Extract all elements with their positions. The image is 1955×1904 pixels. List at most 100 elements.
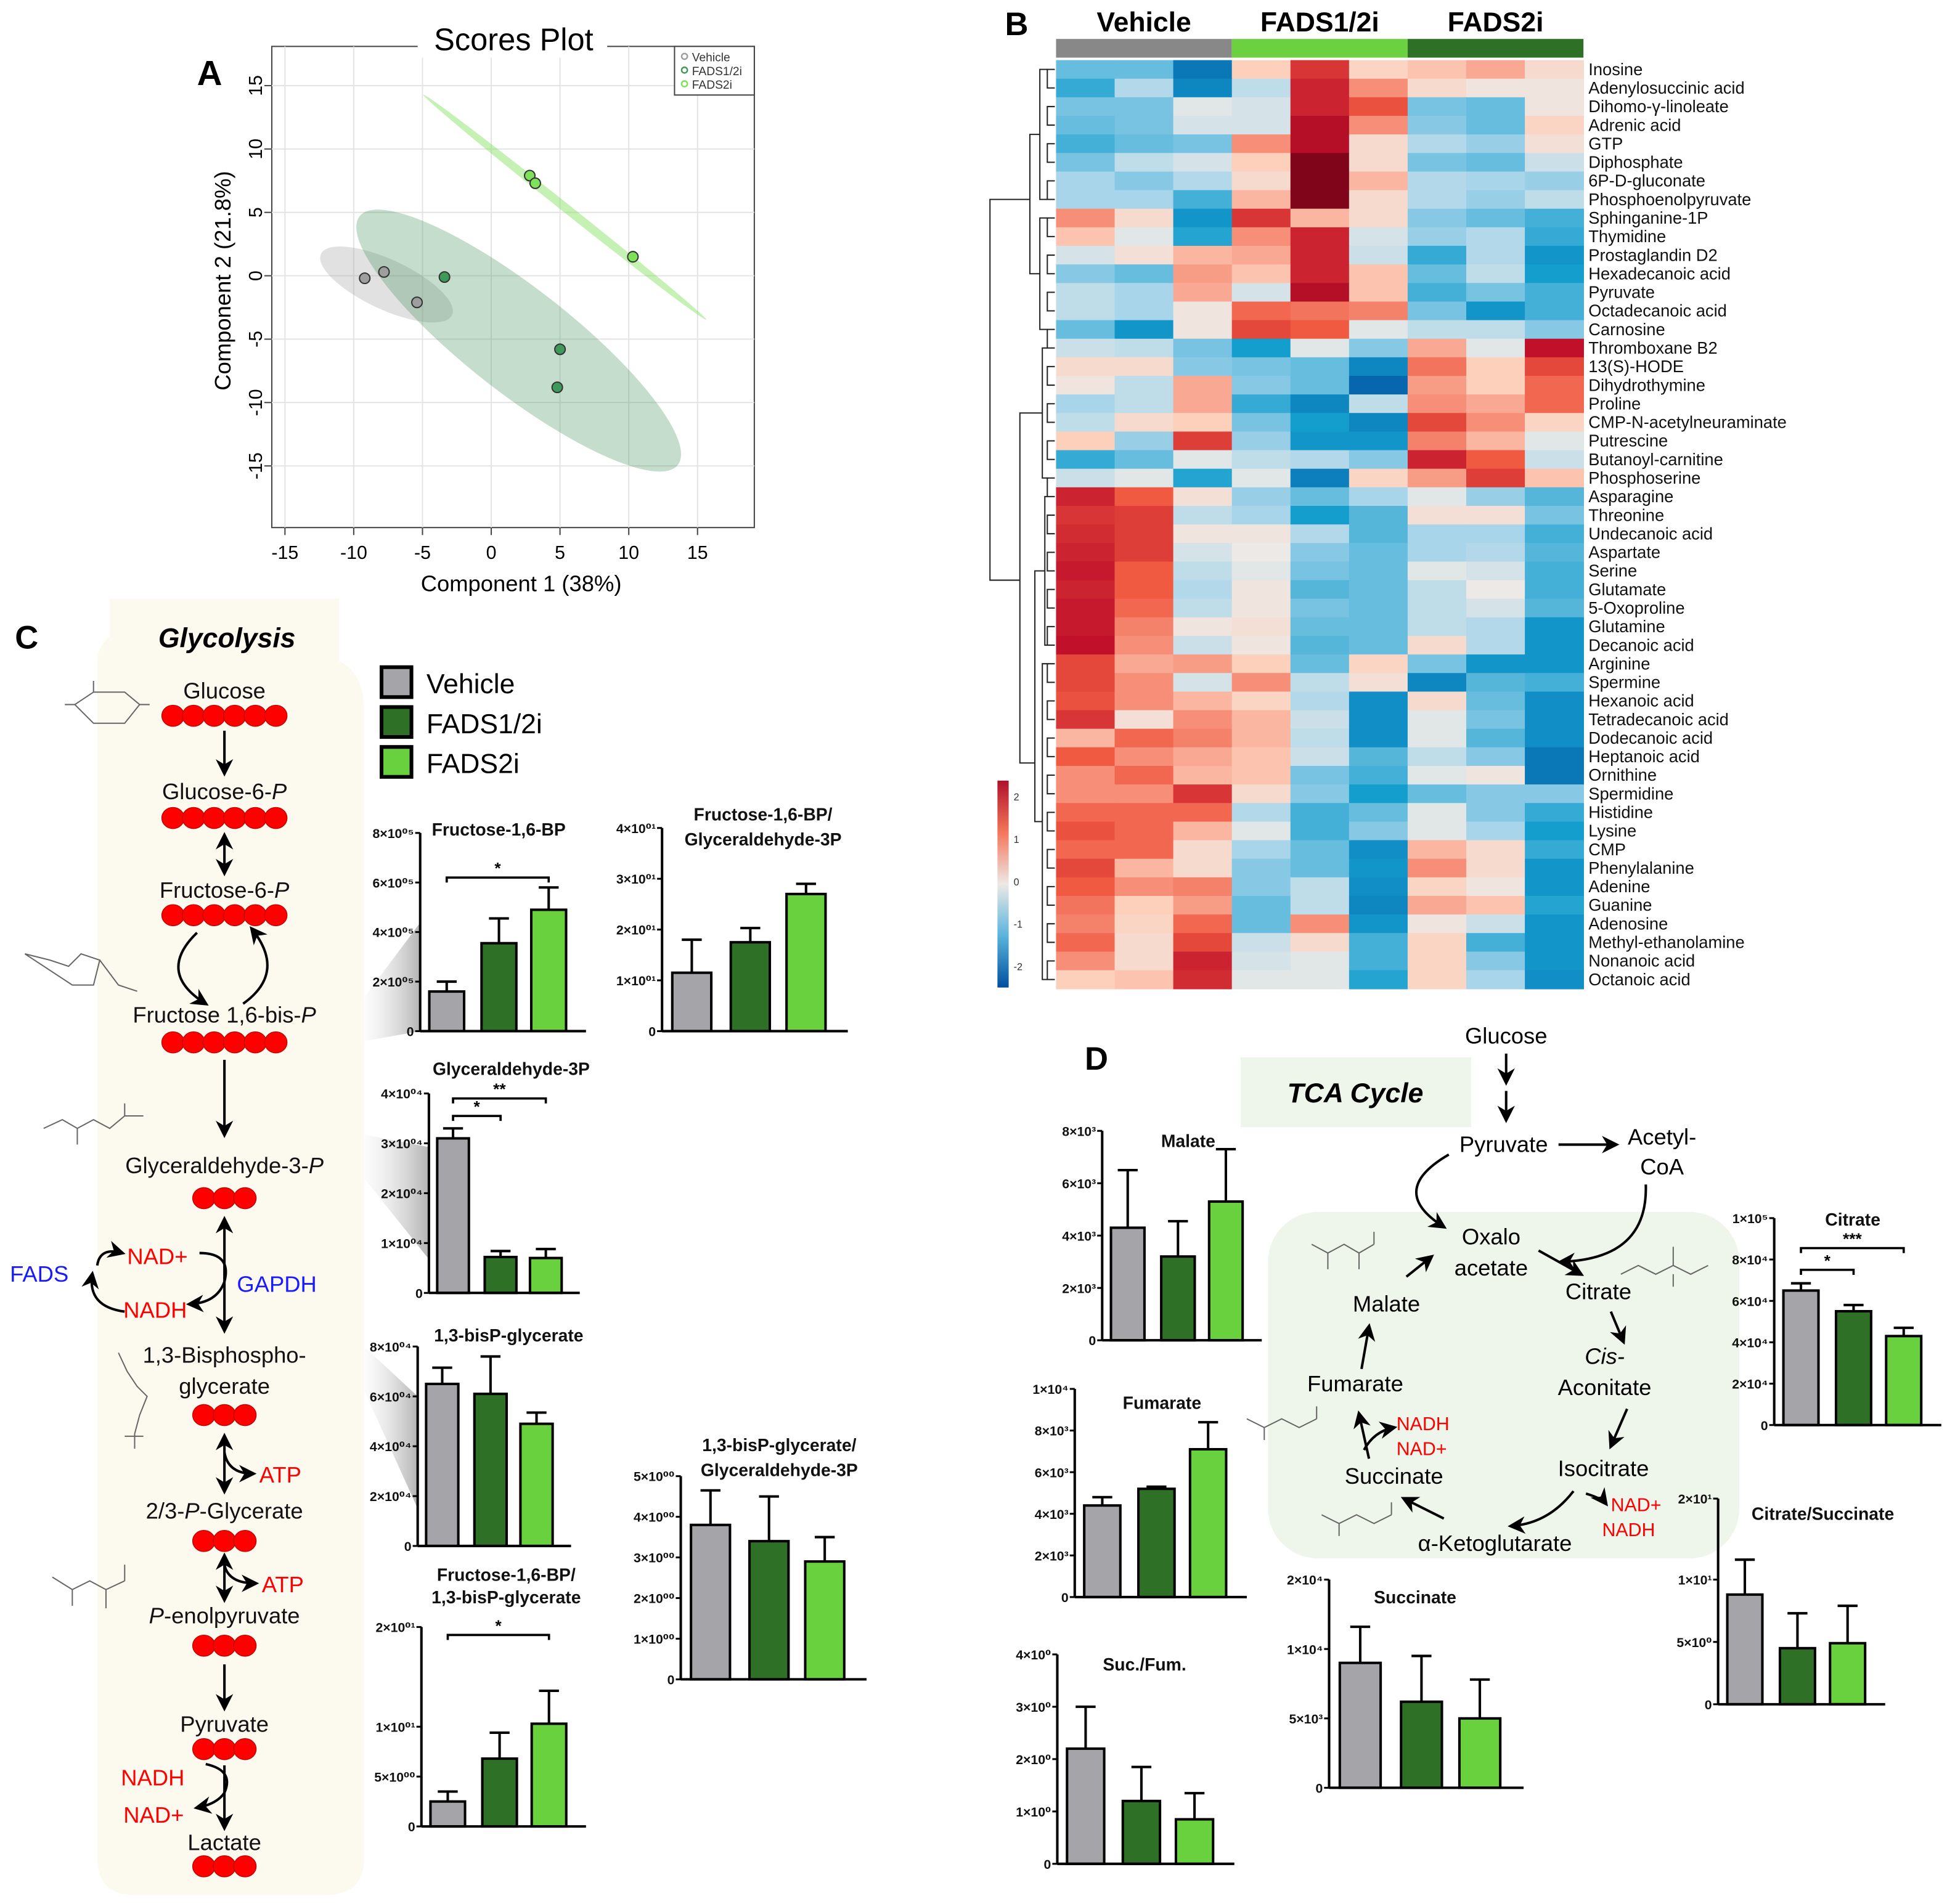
x-tick-label: -10 [340, 543, 367, 563]
carbon-atom [264, 904, 288, 927]
heatmap-cell [1466, 580, 1525, 600]
heatmap-cell [1407, 431, 1467, 451]
heatmap-cell [1231, 543, 1291, 563]
legend-marker-icon [680, 80, 688, 87]
heatmap-cell [1407, 115, 1467, 135]
carbon-atom [243, 904, 267, 927]
heatmap-cell [1173, 394, 1233, 414]
heatmap-cell [1407, 654, 1467, 674]
heatmap-cell [1349, 543, 1408, 563]
oxaloacetate-structure-icon [1311, 1232, 1375, 1269]
chart-title: Fructose-1,6-BP/ [437, 1566, 576, 1585]
metabolite-label: 1,3-Bisphospho- [143, 1343, 306, 1368]
heatmap-cell [1056, 635, 1116, 655]
pathway-title: TCA Cycle [1287, 1078, 1423, 1109]
heatmap-cell [1290, 283, 1350, 303]
carbon-atom [202, 807, 226, 829]
row-label: Spermine [1588, 673, 1660, 692]
heatmap-cell [1290, 431, 1350, 451]
bar-legend: Vehicle FADS1/2i FADS2i [379, 665, 542, 779]
bar-chart: Fructose-1,6-BP 0 2×10⁰⁵ 4×10⁰⁵ 6×10⁰⁵ 8×10⁰⁵… [373, 820, 586, 1039]
data-point [627, 251, 639, 263]
heatmap-cell [1173, 60, 1233, 79]
heatmap-cell [1290, 115, 1350, 135]
y-tick-label: 4×10⁰ [1016, 1648, 1051, 1662]
metabolite-label: Glucose-6-P [162, 779, 287, 804]
heatmap-cell [1173, 821, 1233, 841]
row-label: Tetradecanoic acid [1588, 710, 1729, 729]
y-tick-label: -10 [246, 389, 266, 416]
carbon-atom [213, 1855, 236, 1878]
heatmap-cell [1349, 301, 1408, 321]
y-tick-label: 5 [246, 207, 266, 218]
heatmap-cell [1466, 338, 1525, 358]
panel-label-c: C [15, 619, 38, 656]
data-point [438, 271, 451, 283]
heatmap-cell [1349, 487, 1408, 507]
heatmap-cell [1525, 394, 1584, 414]
heatmap-cell [1349, 60, 1408, 79]
fumarate-structure-icon [1246, 1406, 1318, 1440]
bar-chart: Glyceraldehyde-3P 0 1×10⁰⁴ 2×10⁰⁴ 3×10⁰⁴ 4×10… [381, 1059, 590, 1301]
carbon-atom [264, 1031, 288, 1054]
carbon-atom [161, 704, 185, 727]
heatmap-cell [1114, 375, 1174, 395]
heatmap-cell [1173, 357, 1233, 376]
heatmap-cell [1173, 747, 1233, 767]
heatmap-cell [1290, 208, 1350, 228]
heatmap-cell [1114, 487, 1174, 507]
heatmap-cell [1349, 227, 1408, 246]
heatmap-cell [1466, 153, 1525, 173]
heatmap-cell [1173, 840, 1233, 860]
heatmap-cell [1114, 245, 1174, 265]
color-scale-label: 2 [1014, 792, 1019, 803]
bar [1121, 1799, 1162, 1865]
heatmap-cell [1290, 190, 1350, 210]
dendrogram-branch [989, 198, 1030, 581]
heatmap-cell [1525, 803, 1584, 823]
heatmap-cell [1056, 357, 1116, 376]
heatmap-cell [1114, 580, 1174, 600]
heatmap-cell [1466, 840, 1525, 860]
heatmap-cell [1114, 765, 1174, 785]
chart-title: Fructose-1,6-BP/ [694, 805, 833, 825]
carbon-atom [264, 807, 288, 829]
heatmap-cell [1173, 635, 1233, 655]
dendrogram-branch [1047, 923, 1055, 943]
heatmap-cell [1173, 951, 1233, 971]
heatmap-cell [1114, 450, 1174, 470]
heatmap-cell [1407, 970, 1467, 990]
dendrogram-branch [1042, 663, 1048, 980]
data-point [551, 381, 563, 394]
bar [529, 908, 568, 1033]
dendrogram-branch [1047, 68, 1055, 89]
dendrogram-branch [1047, 960, 1055, 980]
carbon-atom [213, 1187, 236, 1210]
heatmap-cell [1349, 914, 1408, 934]
heatmap-cell [1349, 505, 1408, 525]
y-tick-label: 0 [648, 1025, 656, 1039]
carbon-atom [233, 1738, 257, 1760]
row-label: Phosphoserine [1588, 468, 1700, 487]
heatmap-cell [1290, 617, 1350, 637]
heatmap-cell [1349, 431, 1408, 451]
column-group-bar [1056, 39, 1232, 58]
heatmap-cell [1173, 877, 1233, 897]
heatmap-cell [1290, 951, 1350, 971]
heatmap-cell [1290, 543, 1350, 563]
heatmap-cell [1114, 320, 1174, 340]
chart-title: Citrate [1825, 1210, 1880, 1230]
pathway-title: Glycolysis [158, 623, 296, 653]
atp-arrow [223, 1564, 259, 1592]
legend-swatch [379, 665, 414, 699]
heatmap-cell [1525, 821, 1584, 841]
heatmap-cell [1056, 765, 1116, 785]
y-tick-label: 8×10⁴ [1732, 1253, 1768, 1267]
label-part: Pyruvate [180, 1711, 269, 1736]
color-scale-label: 0 [1014, 877, 1019, 888]
heatmap-cell [1114, 617, 1174, 637]
dendrogram-branch [1039, 68, 1048, 200]
heatmap-cell [1349, 190, 1408, 210]
